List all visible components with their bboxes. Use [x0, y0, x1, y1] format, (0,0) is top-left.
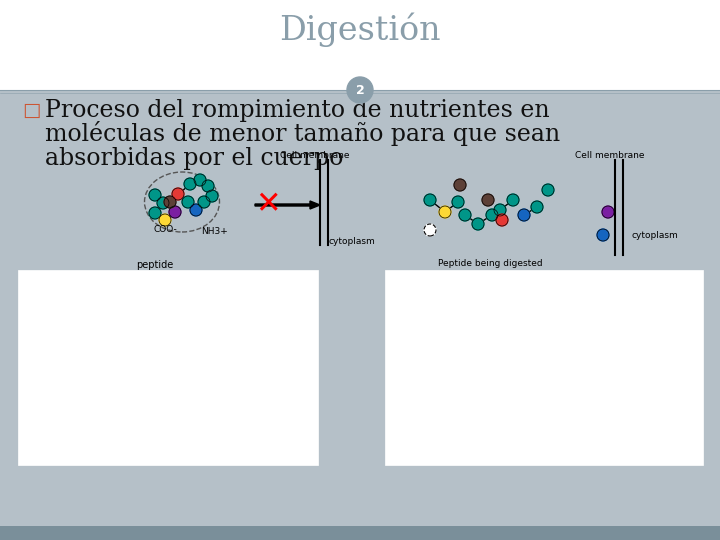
Circle shape — [602, 206, 614, 218]
Circle shape — [202, 180, 214, 192]
Circle shape — [182, 196, 194, 208]
Text: 2: 2 — [356, 84, 364, 97]
Circle shape — [486, 209, 498, 221]
Circle shape — [507, 194, 519, 206]
Bar — [0, 90, 720, 526]
Text: Peptide being digested: Peptide being digested — [438, 259, 542, 267]
Circle shape — [439, 206, 451, 218]
Circle shape — [157, 197, 169, 209]
Circle shape — [482, 194, 494, 206]
Text: moléculas de menor tamaño para que sean: moléculas de menor tamaño para que sean — [45, 122, 560, 146]
Circle shape — [452, 196, 464, 208]
Circle shape — [518, 209, 530, 221]
Circle shape — [206, 190, 218, 202]
Text: □: □ — [22, 100, 40, 119]
Circle shape — [424, 224, 436, 236]
Circle shape — [149, 189, 161, 201]
Circle shape — [149, 207, 161, 219]
Bar — [18, 270, 318, 465]
Circle shape — [164, 196, 176, 208]
Circle shape — [194, 174, 206, 186]
Text: Digestión: Digestión — [279, 13, 441, 47]
FancyArrow shape — [255, 201, 320, 209]
Text: COO-: COO- — [153, 226, 177, 234]
Text: cytoplasm: cytoplasm — [328, 238, 375, 246]
Text: peptide: peptide — [136, 260, 174, 270]
Circle shape — [159, 214, 171, 226]
Circle shape — [172, 188, 184, 200]
Text: ✕: ✕ — [256, 191, 281, 219]
Circle shape — [424, 194, 436, 206]
Text: Cell membrane: Cell membrane — [280, 151, 350, 159]
Text: NH3+: NH3+ — [202, 227, 228, 237]
Bar — [0, 0, 720, 90]
Circle shape — [531, 201, 543, 213]
Circle shape — [347, 77, 373, 103]
Circle shape — [494, 204, 506, 216]
Bar — [0, 526, 720, 540]
Circle shape — [496, 214, 508, 226]
Text: absorbidas por el cuerpo: absorbidas por el cuerpo — [45, 146, 343, 170]
Circle shape — [198, 196, 210, 208]
Circle shape — [190, 204, 202, 216]
Bar — [385, 270, 703, 465]
Text: Cell membrane: Cell membrane — [575, 151, 644, 159]
Text: cytoplasm: cytoplasm — [631, 231, 678, 240]
Circle shape — [472, 218, 484, 230]
Circle shape — [542, 184, 554, 196]
Circle shape — [459, 209, 471, 221]
Text: Proceso del rompimiento de nutrientes en: Proceso del rompimiento de nutrientes en — [45, 98, 549, 122]
Circle shape — [597, 229, 609, 241]
Circle shape — [184, 178, 196, 190]
Circle shape — [169, 206, 181, 218]
Circle shape — [454, 179, 466, 191]
